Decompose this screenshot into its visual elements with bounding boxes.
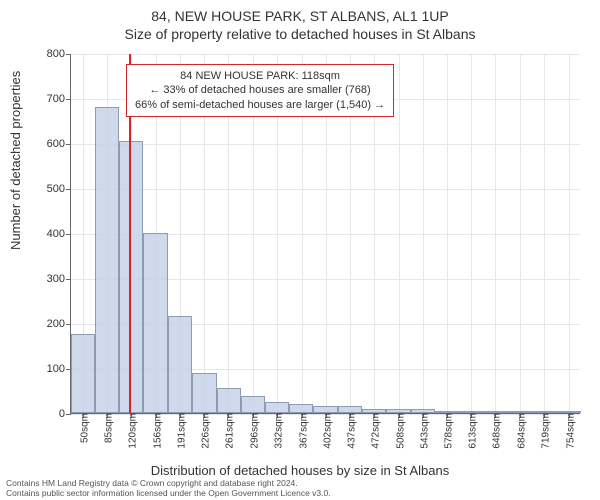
histogram-bar bbox=[289, 404, 313, 413]
histogram-bar bbox=[143, 233, 167, 413]
histogram-bar bbox=[95, 107, 119, 413]
x-tick-label: 50sqm bbox=[75, 413, 90, 443]
gridline-vertical bbox=[423, 54, 424, 413]
histogram-bar bbox=[119, 141, 143, 413]
histogram-bar bbox=[460, 411, 484, 413]
annotation-line: 66% of semi-detached houses are larger (… bbox=[135, 98, 385, 112]
y-tick-label: 800 bbox=[47, 48, 71, 60]
footer-line2: Contains public sector information licen… bbox=[6, 489, 331, 498]
gridline-vertical bbox=[569, 54, 570, 413]
histogram-bar bbox=[338, 406, 362, 413]
histogram-bar bbox=[217, 388, 241, 413]
histogram-bar bbox=[386, 409, 410, 414]
histogram-bar bbox=[411, 409, 435, 413]
chart-title-subtitle: Size of property relative to detached ho… bbox=[0, 24, 600, 42]
footer-attribution: Contains HM Land Registry data © Crown c… bbox=[6, 479, 331, 498]
x-tick-label: 367sqm bbox=[294, 413, 309, 449]
x-axis-label: Distribution of detached houses by size … bbox=[0, 463, 600, 478]
gridline-vertical bbox=[495, 54, 496, 413]
y-tick-label: 200 bbox=[47, 318, 71, 330]
x-tick-label: 719sqm bbox=[537, 413, 552, 449]
x-tick-label: 613sqm bbox=[464, 413, 479, 449]
histogram-bar bbox=[532, 411, 556, 413]
y-tick-label: 600 bbox=[47, 138, 71, 150]
y-tick-label: 300 bbox=[47, 273, 71, 285]
histogram-bar bbox=[484, 411, 508, 413]
chart-title-address: 84, NEW HOUSE PARK, ST ALBANS, AL1 1UP bbox=[0, 0, 600, 24]
annotation-line: ← 33% of detached houses are smaller (76… bbox=[135, 83, 385, 97]
x-tick-label: 261sqm bbox=[221, 413, 236, 449]
y-axis-label: Number of detached properties bbox=[8, 71, 23, 250]
y-tick-label: 100 bbox=[47, 363, 71, 375]
y-tick-label: 400 bbox=[47, 228, 71, 240]
plot-area: 010020030040050060070080050sqm85sqm120sq… bbox=[70, 54, 580, 414]
x-tick-label: 472sqm bbox=[366, 413, 381, 449]
x-tick-label: 191sqm bbox=[173, 413, 188, 449]
histogram-bar bbox=[241, 396, 265, 413]
y-tick-label: 500 bbox=[47, 183, 71, 195]
x-tick-label: 296sqm bbox=[245, 413, 260, 449]
x-tick-label: 120sqm bbox=[124, 413, 139, 449]
histogram-bar bbox=[508, 411, 532, 413]
histogram-bar bbox=[313, 406, 338, 413]
histogram-bar bbox=[265, 402, 289, 413]
x-tick-label: 226sqm bbox=[197, 413, 212, 449]
x-tick-label: 508sqm bbox=[391, 413, 406, 449]
histogram-bar bbox=[168, 316, 192, 413]
histogram-bar bbox=[556, 411, 581, 413]
gridline-vertical bbox=[399, 54, 400, 413]
histogram-bar bbox=[362, 409, 386, 414]
x-tick-label: 85sqm bbox=[99, 413, 114, 443]
y-tick-label: 700 bbox=[47, 93, 71, 105]
x-tick-label: 543sqm bbox=[415, 413, 430, 449]
x-tick-label: 578sqm bbox=[440, 413, 455, 449]
x-tick-label: 437sqm bbox=[342, 413, 357, 449]
x-tick-label: 754sqm bbox=[561, 413, 576, 449]
histogram-bar bbox=[192, 373, 217, 414]
annotation-line: 84 NEW HOUSE PARK: 118sqm bbox=[135, 69, 385, 83]
x-tick-label: 402sqm bbox=[318, 413, 333, 449]
histogram-bar bbox=[71, 334, 95, 413]
chart-container: 84, NEW HOUSE PARK, ST ALBANS, AL1 1UP S… bbox=[0, 0, 600, 500]
y-tick-label: 0 bbox=[59, 408, 71, 420]
gridline-vertical bbox=[544, 54, 545, 413]
histogram-bar bbox=[435, 411, 460, 413]
gridline-vertical bbox=[520, 54, 521, 413]
gridline-vertical bbox=[471, 54, 472, 413]
x-tick-label: 332sqm bbox=[270, 413, 285, 449]
x-tick-label: 648sqm bbox=[488, 413, 503, 449]
x-tick-label: 156sqm bbox=[148, 413, 163, 449]
annotation-box: 84 NEW HOUSE PARK: 118sqm← 33% of detach… bbox=[126, 64, 394, 117]
x-tick-label: 684sqm bbox=[513, 413, 528, 449]
gridline-vertical bbox=[447, 54, 448, 413]
